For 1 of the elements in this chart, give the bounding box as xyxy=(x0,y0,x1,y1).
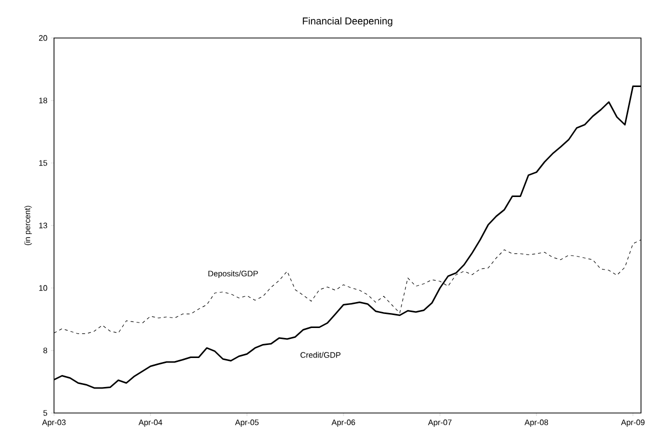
chart-title: Financial Deepening xyxy=(302,17,392,26)
